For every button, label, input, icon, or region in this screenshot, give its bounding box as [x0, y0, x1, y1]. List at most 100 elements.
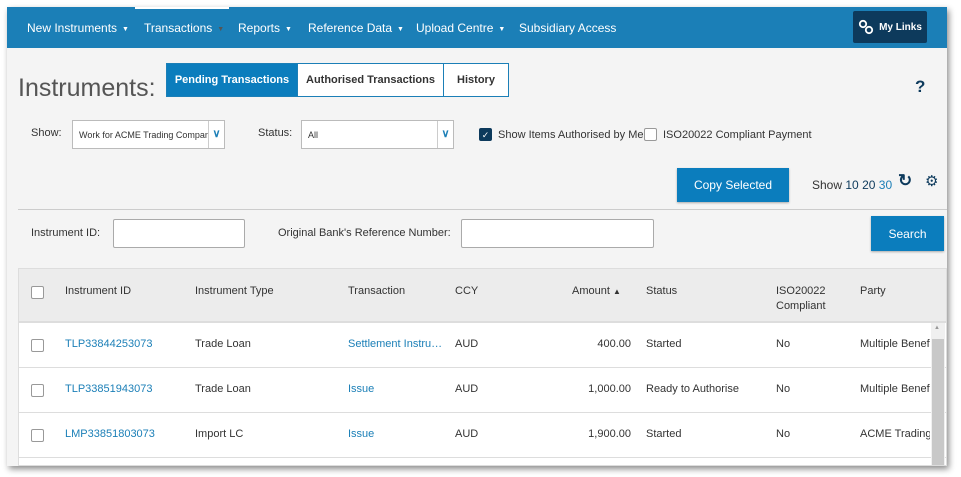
party: Multiple Benefi [860, 383, 930, 395]
chevron-down-icon: ∨ [208, 121, 224, 148]
col-instrument-id[interactable]: Instrument ID [65, 285, 132, 297]
col-status[interactable]: Status [646, 285, 678, 297]
caret-down-icon: ▼ [285, 26, 292, 33]
amount: 1,000.00 [588, 383, 631, 395]
caret-down-icon: ▼ [217, 26, 225, 33]
instrument-type: Trade Loan [195, 383, 251, 395]
my-links-label: My Links [879, 21, 922, 33]
ccy: AUD [455, 428, 479, 440]
table-row: TLP33851943073 Trade Loan Issue AUD 1,00… [19, 368, 946, 413]
page-title: Instruments: [18, 74, 156, 102]
bank-reference-label: Original Bank's Reference Number: [278, 227, 451, 239]
transaction-link[interactable]: Issue [348, 383, 375, 395]
col-ccy[interactable]: CCY [455, 285, 479, 297]
bank-reference-input[interactable] [461, 219, 654, 248]
app-window: New Instruments ▼ Transactions ▼ Reports ▼ … [7, 7, 947, 466]
iso-compliant: No [776, 383, 791, 395]
instrument-type: Import LC [195, 428, 244, 440]
scroll-up-icon[interactable]: ▲ [934, 325, 940, 331]
col-instrument-type[interactable]: Instrument Type [195, 285, 274, 297]
nav-label: Upload Centre [416, 21, 494, 35]
link-icon [858, 19, 874, 35]
iso-compliant-checkbox[interactable] [644, 128, 657, 141]
nav-label: New Instruments [27, 21, 118, 35]
scrollbar-thumb[interactable] [932, 339, 944, 465]
nav-label: Reports [238, 21, 281, 35]
nav-subsidiary-access[interactable]: Subsidiary Access [519, 21, 616, 35]
instrument-id-link[interactable]: TLP33844253073 [65, 338, 153, 350]
caret-down-icon: ▼ [122, 26, 129, 33]
show-label: Show: [31, 127, 62, 139]
divider [18, 209, 947, 210]
nav-label: Transactions [144, 21, 213, 35]
vertical-scrollbar[interactable]: ▲ [931, 323, 945, 465]
search-button[interactable]: Search [871, 216, 944, 251]
instruments-table: Instrument ID Instrument Type Transactio… [18, 268, 947, 466]
party: ACME Trading C [860, 428, 930, 440]
row-checkbox[interactable] [31, 384, 44, 397]
page-size-20[interactable]: 20 [862, 178, 876, 192]
nav-label: Subsidiary Access [519, 21, 617, 35]
amount: 400.00 [597, 338, 631, 350]
amount: 1,900.00 [588, 428, 631, 440]
instrument-id-link[interactable]: TLP33851943073 [65, 383, 153, 395]
status-select[interactable]: All ∨ [301, 120, 454, 149]
nav-reference-data[interactable]: Reference Data ▼ [308, 21, 404, 35]
help-icon[interactable]: ? [915, 77, 926, 96]
page-size-selector: Show 10 20 30 [812, 178, 892, 192]
show-authorised-checkbox[interactable]: ✓ [479, 128, 492, 141]
nav-upload-centre[interactable]: Upload Centre ▼ [416, 21, 505, 35]
instrument-id-link[interactable]: LMP33851803073 [65, 428, 155, 440]
caret-down-icon: ▼ [397, 26, 404, 33]
ccy: AUD [455, 383, 479, 395]
tab-authorised-transactions[interactable]: Authorised Transactions [297, 63, 444, 97]
status: Ready to Authorise [646, 383, 739, 395]
sort-asc-icon: ▲ [612, 287, 621, 296]
top-nav: New Instruments ▼ Transactions ▼ Reports ▼ … [7, 7, 947, 48]
iso-compliant: No [776, 338, 791, 350]
active-indicator [135, 7, 229, 9]
row-checkbox[interactable] [31, 429, 44, 442]
instrument-id-input[interactable] [113, 219, 245, 248]
status-value: All [308, 130, 319, 140]
transaction-link[interactable]: Issue [348, 428, 375, 440]
party: Multiple Benefi [860, 338, 930, 350]
nav-reports[interactable]: Reports ▼ [238, 21, 292, 35]
page-size-30[interactable]: 30 [878, 178, 893, 192]
col-amount[interactable]: Amount ▲ [572, 284, 621, 299]
amount-header-label: Amount [572, 285, 610, 297]
col-iso-compliant[interactable]: ISO20022 Compliant [776, 285, 826, 312]
show-select[interactable]: Work for ACME Trading Company ∨ [72, 120, 225, 149]
row-checkbox[interactable] [31, 339, 44, 352]
table-row: LMP33851803073 Import LC Issue AUD 1,900… [19, 413, 946, 458]
show-value: Work for ACME Trading Company [79, 130, 215, 140]
instrument-id-label: Instrument ID: [31, 227, 101, 239]
nav-transactions[interactable]: Transactions ▼ [144, 21, 224, 35]
tab-pending-transactions[interactable]: Pending Transactions [166, 63, 298, 97]
caret-down-icon: ▼ [498, 26, 506, 33]
iso-compliant-label: ISO20022 Compliant Payment [663, 129, 812, 141]
tab-history[interactable]: History [443, 63, 509, 97]
nav-new-instruments[interactable]: New Instruments ▼ [27, 21, 129, 35]
ccy: AUD [455, 338, 479, 350]
show-authorised-label: Show Items Authorised by Me [498, 129, 644, 141]
status: Started [646, 338, 682, 350]
table-row: TLP33844253073 Trade Loan Settlement Ins… [19, 323, 946, 368]
my-links-button[interactable]: My Links [853, 11, 927, 43]
page-size-10[interactable]: 10 [845, 178, 859, 192]
show-page-size-label: Show [812, 178, 843, 192]
nav-label: Reference Data [308, 21, 393, 35]
gear-icon[interactable]: ⚙ [925, 173, 939, 190]
status: Started [646, 428, 682, 440]
copy-selected-button[interactable]: Copy Selected [677, 168, 789, 202]
table-header: Instrument ID Instrument Type Transactio… [19, 269, 946, 323]
col-party[interactable]: Party [860, 285, 886, 297]
refresh-icon[interactable]: ↻ [898, 171, 913, 190]
status-label: Status: [258, 127, 293, 139]
transaction-link[interactable]: Settlement Instru… [348, 338, 443, 350]
col-transaction[interactable]: Transaction [348, 285, 406, 297]
instrument-type: Trade Loan [195, 338, 251, 350]
select-all-checkbox[interactable] [31, 286, 44, 299]
chevron-down-icon: ∨ [437, 121, 453, 148]
iso-compliant: No [776, 428, 791, 440]
